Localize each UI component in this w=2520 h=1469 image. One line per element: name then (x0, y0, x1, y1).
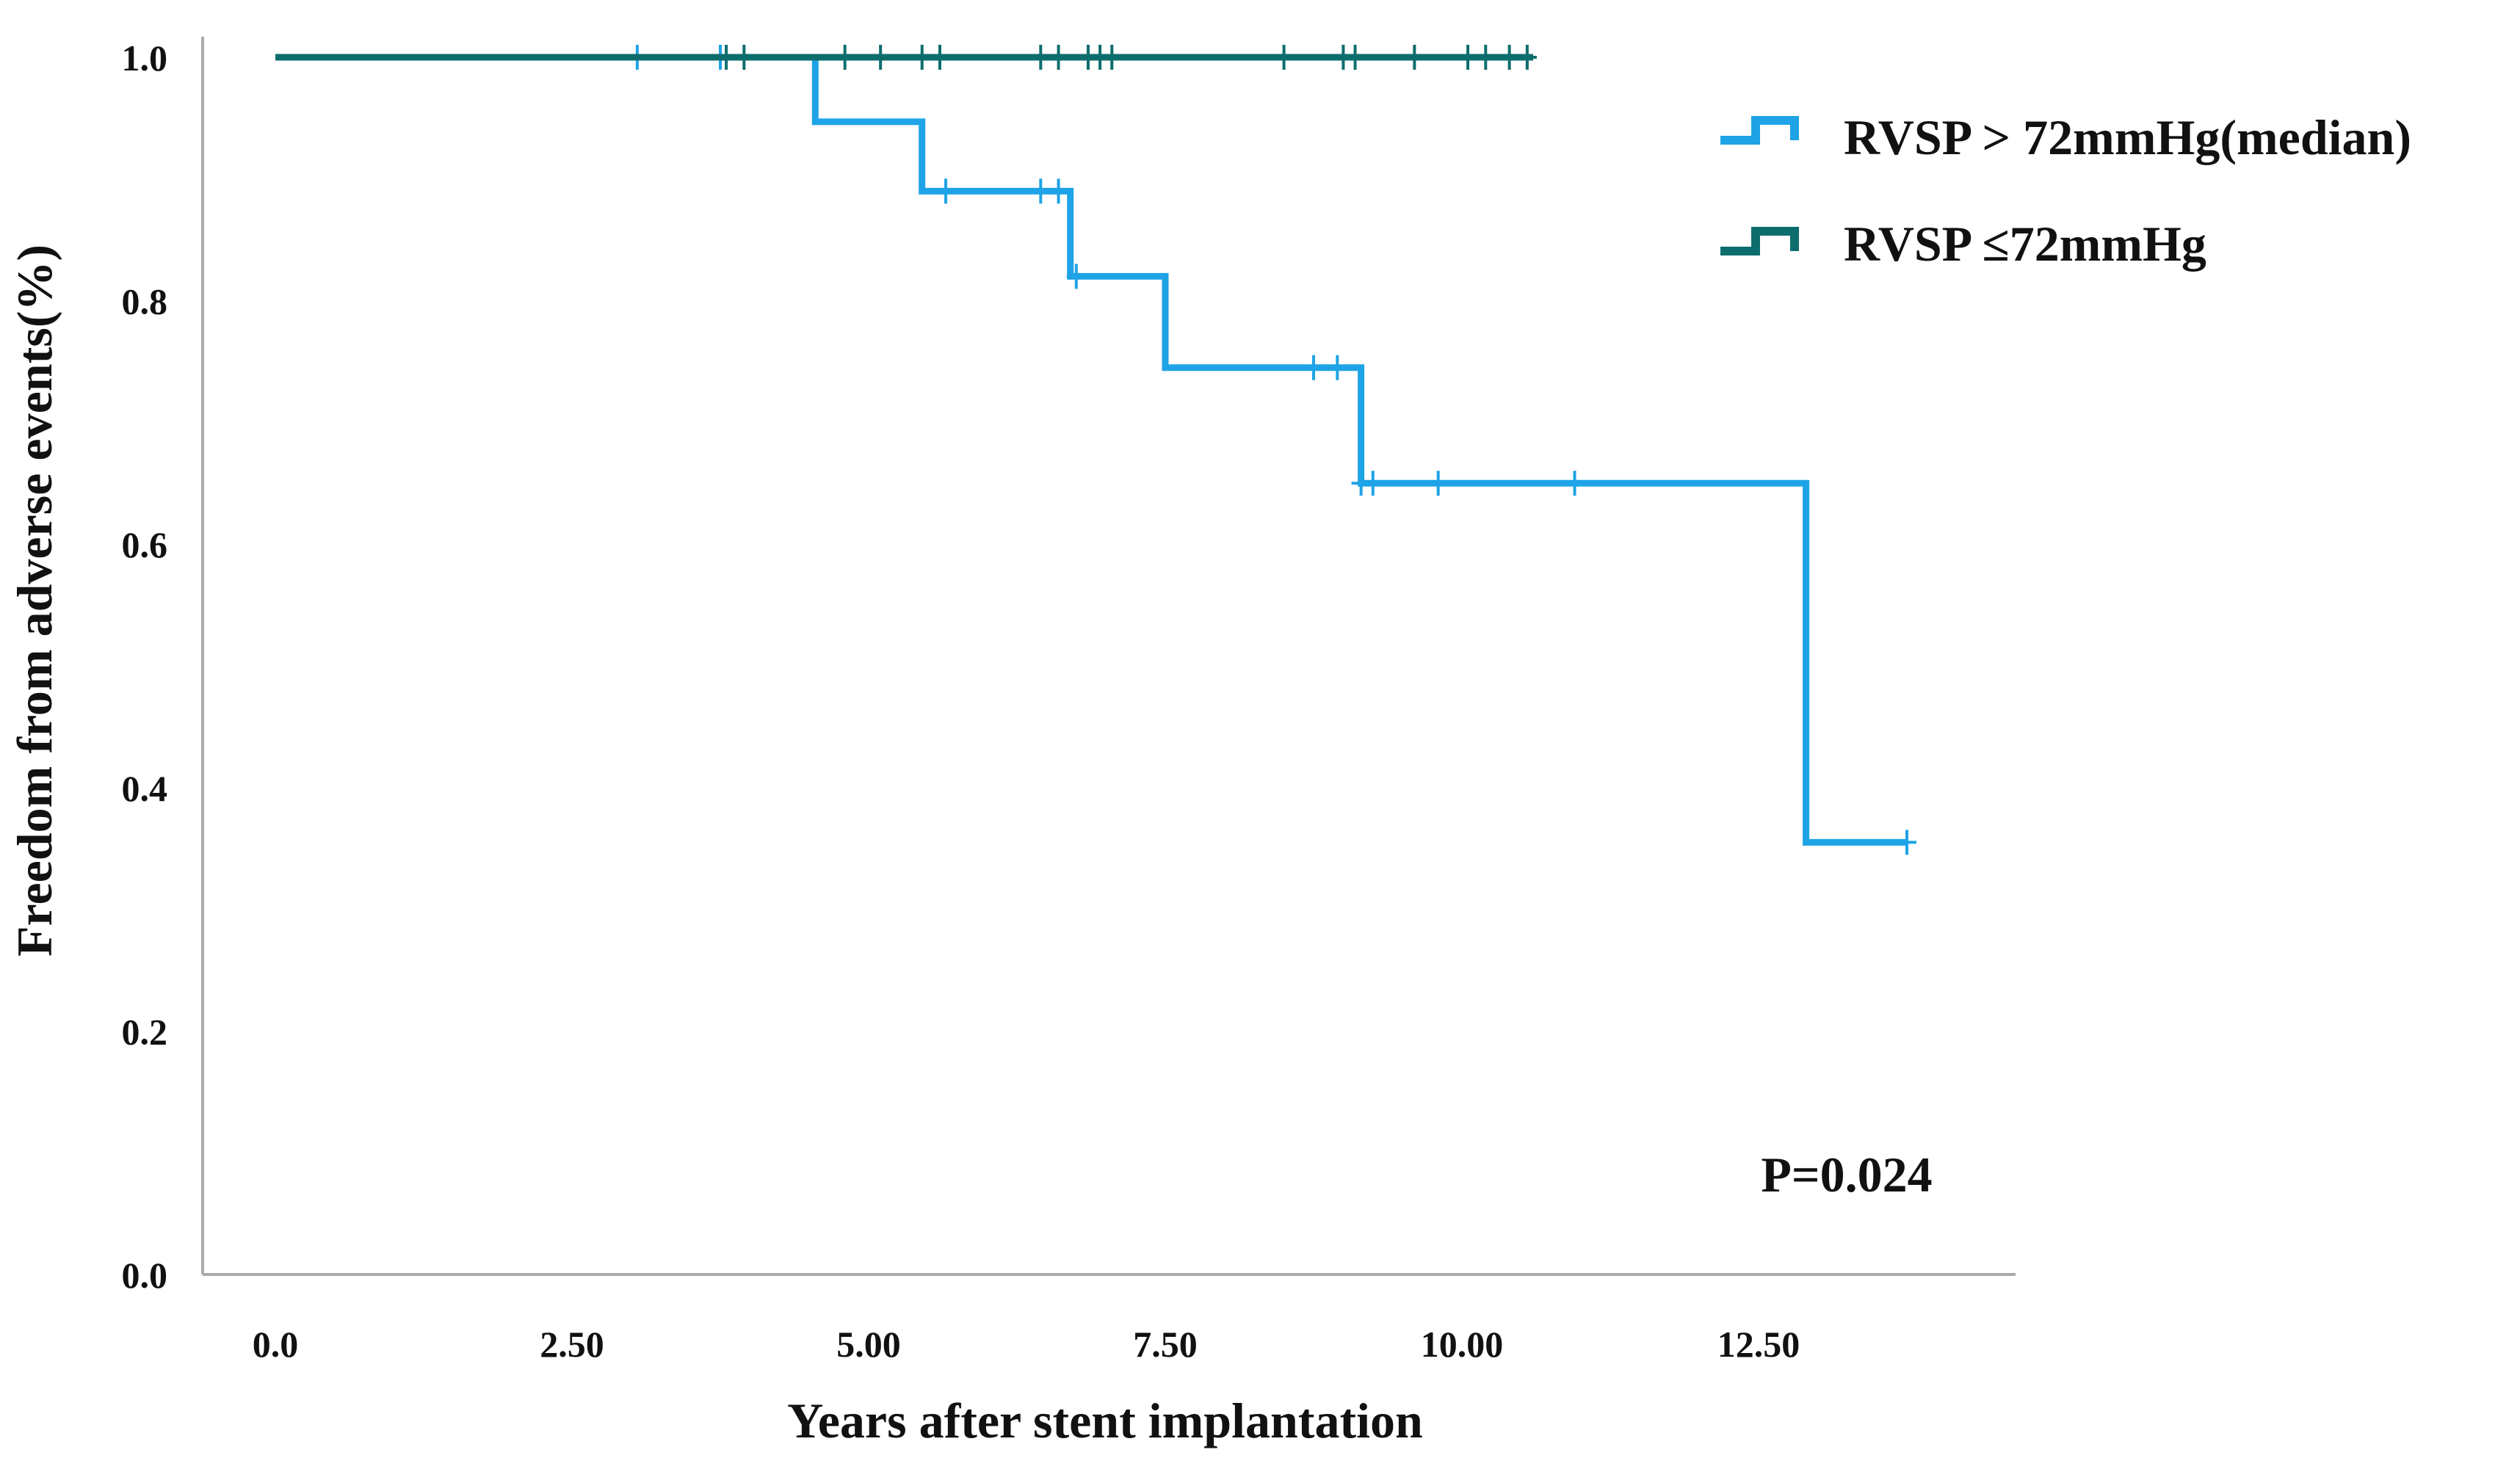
p-value-annotation: P=0.024 (1761, 1147, 1932, 1203)
y-tick-labels: 0.0 0.2 0.4 0.6 0.8 1.0 (122, 37, 168, 1296)
legend: RVSP > 72mmHg(median) RVSP ≤72mmHg (1720, 109, 2411, 272)
censor-mark (1328, 355, 1347, 380)
x-tick-label: 5.00 (836, 1324, 901, 1365)
survival-curves (275, 45, 1916, 855)
censor-mark (835, 45, 855, 70)
censor-mark (1517, 45, 1537, 70)
x-tick-label: 2.50 (540, 1324, 604, 1365)
censor-mark (1405, 45, 1424, 70)
legend-symbol-rvsp-low (1720, 227, 1799, 255)
censor-mark (912, 45, 932, 70)
censor-mark (1049, 45, 1068, 70)
censor-mark (1304, 355, 1323, 380)
y-tick-label: 1.0 (122, 37, 168, 79)
x-tick-label: 0.0 (253, 1324, 299, 1365)
censor-mark (930, 45, 949, 70)
x-tick-label: 12.50 (1717, 1324, 1800, 1365)
censor-mark (1031, 178, 1051, 204)
censor-mark (734, 45, 754, 70)
y-tick-label: 0.0 (122, 1255, 168, 1296)
curve-rvsp-low-group (275, 45, 1537, 70)
x-tick-label: 10.00 (1421, 1324, 1504, 1365)
y-tick-label: 0.4 (122, 768, 168, 809)
y-tick-label: 0.8 (122, 281, 168, 322)
censor-mark (1102, 45, 1122, 70)
censor-mark (1345, 45, 1365, 70)
legend-symbol-rvsp-high (1720, 116, 1799, 145)
censor-mark (1066, 264, 1086, 289)
y-tick-label: 0.2 (122, 1011, 168, 1052)
censor-mark (1031, 45, 1051, 70)
censor-mark (871, 45, 891, 70)
legend-label-rvsp-low: RVSP ≤72mmHg (1844, 216, 2206, 272)
curve-rvsp-high-group (275, 45, 1916, 855)
censor-mark (1458, 45, 1478, 70)
censor-mark (1499, 45, 1519, 70)
axes (201, 37, 2016, 1276)
y-tick-label: 0.6 (122, 524, 168, 565)
censor-mark (1274, 45, 1294, 70)
x-axis-title: Years after stent implantation (787, 1393, 1423, 1448)
curve-rvsp-high (275, 54, 1907, 846)
x-tick-label: 7.50 (1133, 1324, 1198, 1365)
y-axis-title: Freedom from adverse events(%) (7, 244, 62, 957)
censor-mark (717, 45, 736, 70)
x-tick-labels: 0.0 2.50 5.00 7.50 10.00 12.50 (253, 1324, 1800, 1365)
censor-mark (1897, 830, 1916, 855)
censor-mark (1428, 471, 1448, 496)
censor-mark (1476, 45, 1496, 70)
censor-mark (1363, 471, 1383, 496)
legend-label-rvsp-high: RVSP > 72mmHg(median) (1844, 109, 2411, 165)
censor-mark (1049, 178, 1068, 204)
censor-mark (1565, 471, 1585, 496)
censor-mark (936, 178, 956, 204)
